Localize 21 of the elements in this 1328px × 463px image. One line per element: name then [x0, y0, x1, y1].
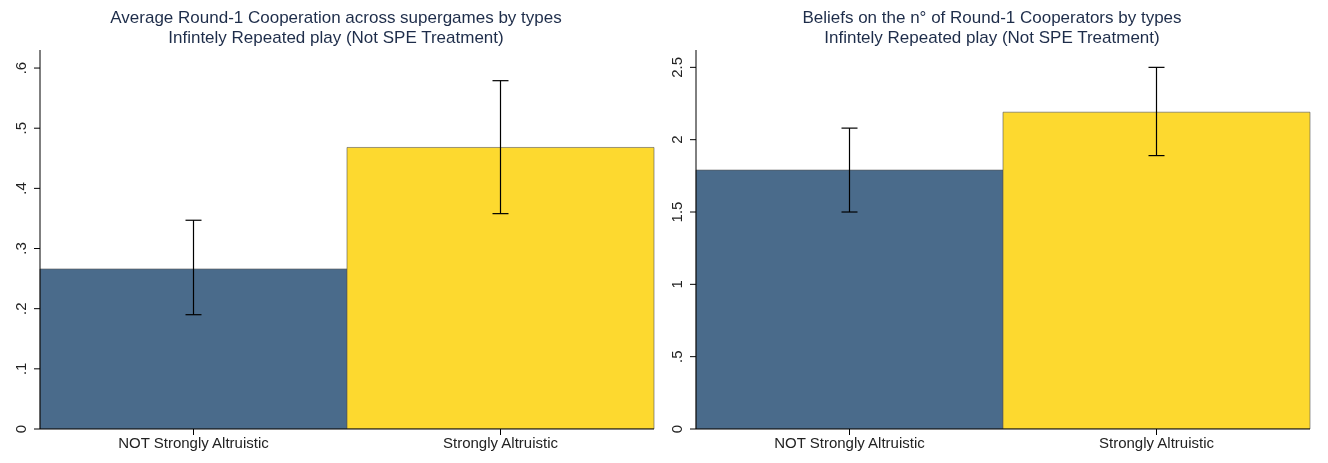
y-tick-label: 0 [12, 424, 29, 434]
y-tick-label: .6 [12, 61, 29, 75]
y-tick-label: 2.5 [668, 56, 685, 78]
x-tick-label: Strongly Altruistic [442, 433, 559, 451]
y-tick-label: .5 [668, 350, 685, 363]
y-tick-label: .3 [12, 242, 29, 255]
y-tick-label: 1.5 [668, 201, 685, 223]
y-tick-label: .1 [12, 362, 29, 376]
x-tick-label: NOT Strongly Altruistic [118, 433, 270, 451]
x-tick-label: NOT Strongly Altruistic [774, 433, 926, 451]
y-tick-label: .2 [12, 302, 29, 315]
y-tick-label: 0 [668, 424, 685, 434]
chart-subtitle: Infintely Repeated play (Not SPE Treatment) [167, 28, 505, 48]
y-tick-label: .5 [12, 121, 29, 135]
chart-subtitle: Infintely Repeated play (Not SPE Treatment) [823, 28, 1161, 48]
y-tick-label: 2 [668, 135, 685, 144]
y-tick-label: 1 [668, 280, 685, 289]
chart-title: Beliefs on the n° of Round-1 Cooperators by types [801, 8, 1183, 28]
chart-title: Average Round-1 Cooperation across supergames by types [109, 8, 563, 28]
x-tick-label: Strongly Altruistic [1098, 433, 1215, 451]
y-tick-label: .4 [12, 182, 29, 195]
